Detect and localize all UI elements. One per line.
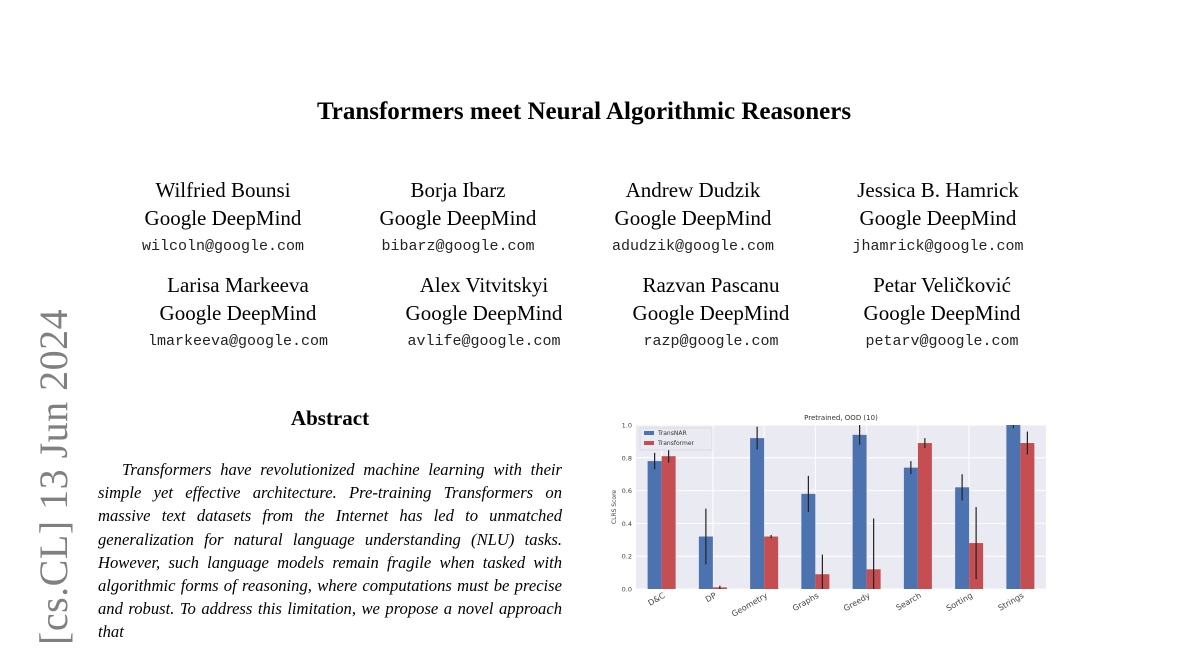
author-name: Andrew Dudzik [625, 178, 761, 202]
paper-title: Transformers meet Neural Algorithmic Rea… [316, 98, 852, 125]
bar [801, 493, 816, 589]
author-block: Larisa Markeeva Google DeepMind lmarkeev… [123, 271, 353, 357]
author-affiliation: Google DeepMind [405, 301, 563, 325]
author-name: Larisa Markeeva [167, 273, 309, 297]
author-block: Alex Vitvitskyi Google DeepMind avlife@g… [369, 271, 599, 357]
legend-box [639, 427, 713, 451]
author-affiliation: Google DeepMind [144, 206, 302, 230]
author-name: Wilfried Bounsi [155, 178, 291, 202]
author-block: Wilfried Bounsi Google DeepMind wilcoln@… [108, 176, 338, 262]
author-name: Alex Vitvitskyi [419, 273, 549, 297]
author-affiliation: Google DeepMind [863, 301, 1021, 325]
x-tick-label: Search [895, 591, 923, 613]
author-block: Borja Ibarz Google DeepMind bibarz@googl… [343, 176, 573, 262]
y-tick-label: 0.0 [622, 586, 632, 594]
author-affiliation: Google DeepMind [614, 206, 772, 230]
bar [764, 536, 779, 589]
x-tick-label: D&C [647, 591, 667, 608]
author-email[interactable]: razp@google.com [643, 333, 779, 350]
author-name: Jessica B. Hamrick [857, 178, 1019, 202]
abstract-heading: Abstract [290, 406, 370, 430]
bar [852, 434, 867, 589]
y-tick-label: 1.0 [622, 422, 632, 430]
legend-label: Transformer [657, 440, 695, 447]
author-affiliation: Google DeepMind [159, 301, 317, 325]
author-email[interactable]: jhamrick@google.com [852, 238, 1024, 255]
author-block: Jessica B. Hamrick Google DeepMind jhamr… [823, 176, 1053, 262]
author-email[interactable]: avlife@google.com [407, 333, 561, 350]
bar [647, 461, 662, 589]
legend-swatch [644, 431, 654, 435]
bar [1006, 425, 1021, 589]
author-block: Andrew Dudzik Google DeepMind adudzik@go… [578, 176, 808, 262]
x-tick-label: Sorting [945, 591, 974, 613]
legend-swatch [644, 441, 654, 445]
x-tick-label: Graphs [791, 591, 820, 613]
bar-chart: 0.0 0.2 0.4 0.6 0.8 1.0 D&C DP Geometry Graphs Gre… [611, 414, 1046, 619]
author-affiliation: Google DeepMind [632, 301, 790, 325]
y-tick-label: 0.2 [622, 553, 632, 561]
y-tick-label: 0.8 [622, 454, 632, 462]
x-tick-label: Greedy [842, 591, 872, 613]
bar [903, 467, 918, 589]
author-affiliation: Google DeepMind [379, 206, 537, 230]
abstract-text: Transformers have revolutionized machine… [98, 460, 562, 642]
author-email[interactable]: wilcoln@google.com [141, 238, 305, 255]
author-block: Petar Veličković Google DeepMind petarv@… [827, 271, 1057, 357]
author-name: Borja Ibarz [410, 178, 506, 202]
author-email[interactable]: bibarz@google.com [381, 238, 535, 255]
author-email[interactable]: adudzik@google.com [611, 238, 775, 255]
x-tick-label: Geometry [730, 591, 769, 619]
author-name: Razvan Pascanu [642, 273, 780, 297]
y-tick-label: 0.4 [622, 520, 632, 528]
chart-title: Pretrained, OOD (10) [804, 414, 878, 422]
author-affiliation: Google DeepMind [859, 206, 1017, 230]
author-block: Razvan Pascanu Google DeepMind razp@goog… [596, 271, 826, 357]
bar [750, 438, 765, 589]
y-tick-label: 0.6 [622, 487, 632, 495]
bar [917, 443, 932, 589]
legend-label: TransNAR [657, 430, 687, 437]
x-tick-label: DP [704, 591, 718, 604]
y-axis-label: CLRS Score [611, 490, 618, 525]
bar-chart-figure: 0.0 0.2 0.4 0.6 0.8 1.0 D&C DP Geometry Graphs Gre… [604, 408, 1054, 640]
bar [1020, 443, 1035, 589]
x-tick-label: Strings [997, 591, 1026, 613]
bar [955, 487, 970, 589]
author-name: Petar Veličković [873, 273, 1011, 297]
author-email[interactable]: petarv@google.com [865, 333, 1019, 350]
arxiv-stamp: [cs.CL] 13 Jun 2024 [31, 308, 76, 645]
author-email[interactable]: lmarkeeva@google.com [147, 333, 329, 350]
bar [661, 456, 676, 589]
